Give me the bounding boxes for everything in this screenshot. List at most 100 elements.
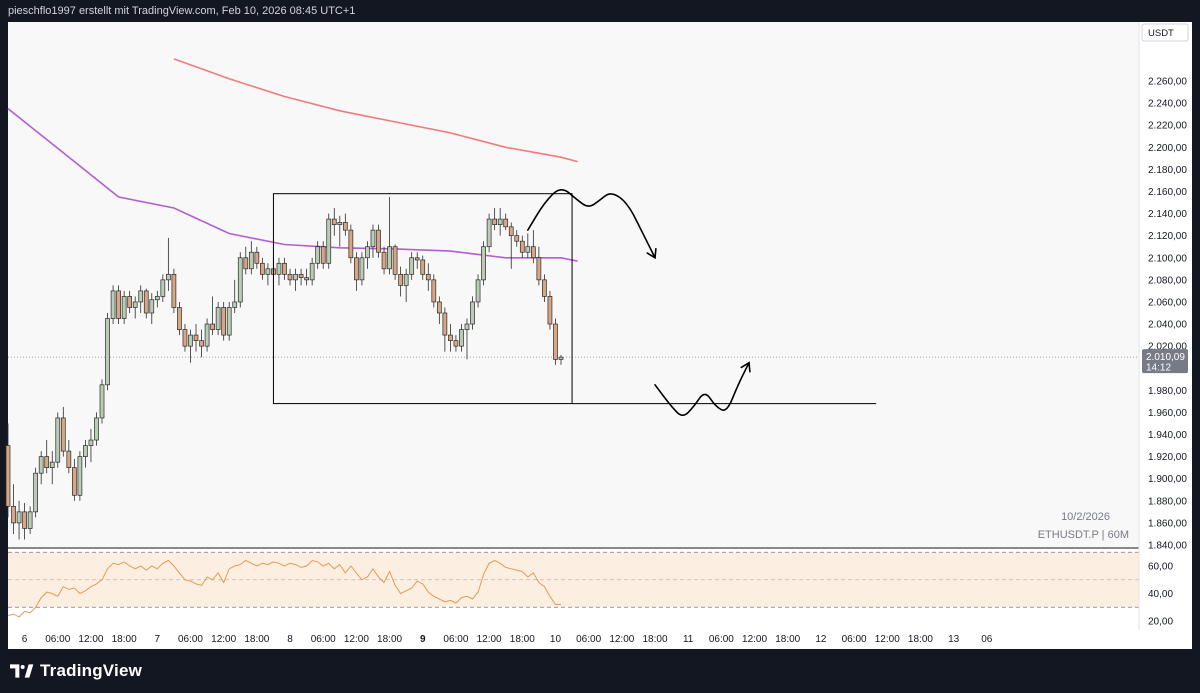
candle[interactable] bbox=[431, 274, 437, 308]
candle[interactable] bbox=[342, 213, 348, 236]
range-box-drawing[interactable] bbox=[272, 193, 573, 405]
candle[interactable] bbox=[226, 301, 232, 341]
candle[interactable] bbox=[105, 313, 110, 391]
candle[interactable] bbox=[260, 257, 265, 280]
candle[interactable] bbox=[486, 213, 492, 253]
candle[interactable] bbox=[38, 451, 44, 485]
candle[interactable] bbox=[392, 244, 398, 280]
price-pane[interactable] bbox=[5, 22, 1139, 549]
candle[interactable] bbox=[99, 379, 105, 424]
freehand-path-drawing[interactable] bbox=[654, 361, 750, 416]
candle[interactable] bbox=[519, 235, 525, 258]
candle[interactable] bbox=[60, 406, 66, 457]
candle[interactable] bbox=[16, 500, 22, 540]
candle[interactable] bbox=[237, 252, 243, 308]
candle[interactable] bbox=[149, 293, 155, 325]
candle[interactable] bbox=[110, 285, 116, 325]
candle[interactable] bbox=[304, 268, 309, 286]
candle[interactable] bbox=[5, 423, 11, 518]
freehand-path-drawing[interactable] bbox=[527, 189, 656, 259]
candle[interactable] bbox=[525, 233, 531, 258]
candle[interactable] bbox=[403, 268, 409, 302]
candle[interactable] bbox=[66, 440, 72, 474]
candle[interactable] bbox=[166, 237, 171, 291]
candle[interactable] bbox=[11, 484, 16, 534]
candle[interactable] bbox=[381, 246, 387, 275]
candle[interactable] bbox=[320, 241, 326, 269]
candle[interactable] bbox=[542, 274, 547, 302]
candle[interactable] bbox=[88, 429, 94, 463]
candle[interactable] bbox=[204, 318, 210, 352]
candle[interactable] bbox=[188, 329, 193, 363]
candle[interactable] bbox=[536, 246, 542, 286]
candle[interactable] bbox=[331, 208, 337, 236]
price-axis[interactable]: USDT 2.260,00 2.240,00 2.220,00 2.200,00 2.18… bbox=[1138, 22, 1192, 649]
candle[interactable] bbox=[459, 324, 464, 352]
candle[interactable] bbox=[121, 290, 127, 325]
candle[interactable] bbox=[287, 268, 293, 286]
candle[interactable] bbox=[530, 230, 536, 264]
candle[interactable] bbox=[254, 246, 260, 269]
candle[interactable] bbox=[409, 252, 415, 280]
candle[interactable] bbox=[127, 290, 133, 313]
candle[interactable] bbox=[215, 301, 221, 336]
candle[interactable] bbox=[232, 279, 238, 313]
candle[interactable] bbox=[453, 335, 459, 352]
candle[interactable] bbox=[138, 285, 144, 313]
candle[interactable] bbox=[503, 213, 509, 231]
last-price-badge[interactable] bbox=[1142, 349, 1188, 374]
candle[interactable] bbox=[448, 324, 453, 352]
candle[interactable] bbox=[359, 252, 365, 286]
candle[interactable] bbox=[33, 467, 39, 518]
candle[interactable] bbox=[497, 208, 503, 236]
candle[interactable] bbox=[265, 263, 271, 286]
candle[interactable] bbox=[492, 208, 497, 231]
candle[interactable] bbox=[171, 268, 177, 313]
candle[interactable] bbox=[348, 224, 354, 264]
candle[interactable] bbox=[298, 268, 304, 286]
currency-badge[interactable] bbox=[1141, 23, 1189, 42]
candle[interactable] bbox=[77, 451, 83, 501]
candle[interactable] bbox=[221, 301, 227, 341]
candle[interactable] bbox=[94, 412, 99, 446]
candle[interactable] bbox=[547, 290, 553, 330]
candle[interactable] bbox=[83, 440, 88, 468]
candle[interactable] bbox=[558, 354, 564, 365]
candle[interactable] bbox=[22, 503, 27, 540]
candle[interactable] bbox=[193, 324, 199, 352]
rsi-pane[interactable] bbox=[7, 551, 1139, 629]
candle[interactable] bbox=[282, 257, 287, 280]
candle[interactable] bbox=[143, 288, 149, 319]
candle[interactable] bbox=[154, 290, 160, 308]
candle[interactable] bbox=[398, 266, 403, 297]
candle[interactable] bbox=[337, 215, 343, 247]
candle[interactable] bbox=[160, 274, 166, 302]
candle[interactable] bbox=[326, 213, 332, 269]
candle[interactable] bbox=[293, 268, 298, 291]
candle[interactable] bbox=[470, 296, 475, 330]
candle[interactable] bbox=[116, 285, 121, 325]
candle[interactable] bbox=[177, 301, 182, 336]
candle[interactable] bbox=[55, 412, 61, 468]
time-axis[interactable]: 6 06:00 12:00 18:00 7 06:00 12:00 18:00 8 06:00 12… bbox=[8, 630, 1192, 649]
candle[interactable] bbox=[370, 224, 376, 258]
candle[interactable] bbox=[376, 224, 381, 258]
candle[interactable] bbox=[243, 246, 249, 275]
candle[interactable] bbox=[475, 274, 481, 308]
chart-canvas[interactable]: USDT 2.260,00 2.240,00 2.220,00 2.200,00 2.18… bbox=[0, 22, 1200, 649]
candle[interactable] bbox=[49, 451, 55, 485]
candle[interactable] bbox=[481, 241, 486, 286]
candle[interactable] bbox=[210, 296, 215, 336]
candle[interactable] bbox=[72, 458, 77, 501]
candle[interactable] bbox=[27, 506, 33, 534]
candle[interactable] bbox=[276, 257, 282, 286]
candle[interactable] bbox=[464, 318, 470, 360]
candle[interactable] bbox=[354, 252, 359, 291]
candle[interactable] bbox=[553, 318, 558, 365]
candle[interactable] bbox=[414, 252, 420, 269]
candle[interactable] bbox=[365, 241, 370, 269]
candle[interactable] bbox=[248, 241, 254, 275]
candle[interactable] bbox=[387, 197, 392, 275]
candle[interactable] bbox=[420, 255, 426, 280]
candle[interactable] bbox=[309, 257, 315, 286]
